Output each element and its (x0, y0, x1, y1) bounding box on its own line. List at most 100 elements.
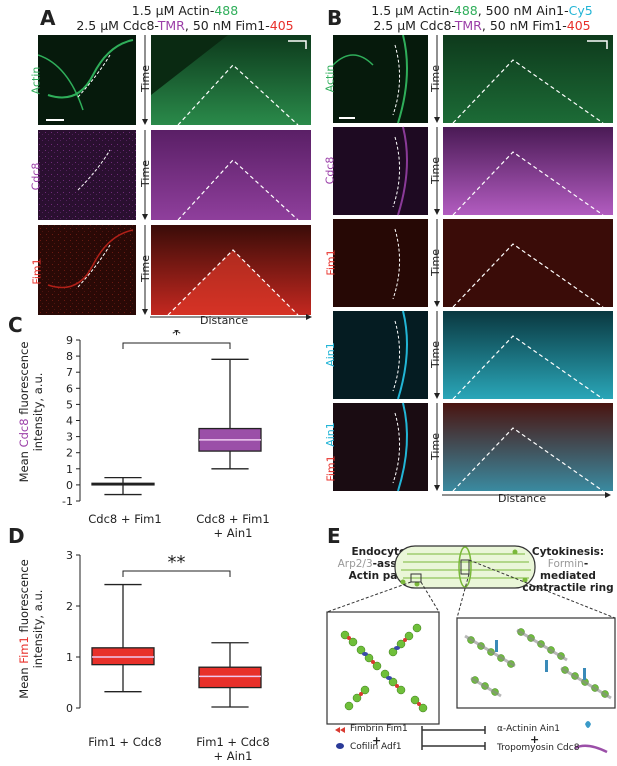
cond-tmr: TMR (454, 18, 482, 33)
cond-text: 2.5 µM Cdc8- (76, 18, 158, 33)
channel-actin-a: Actin (29, 66, 43, 95)
distance-arrow-b (442, 492, 611, 498)
y-tick-label: 5 (66, 398, 73, 411)
chart-d-cat-0: Fim1 + Cdc8 (70, 735, 180, 749)
distance-label-a: Distance (200, 314, 249, 327)
cdc8-image (38, 130, 136, 220)
channel-ain1-b: Ain1 (323, 342, 337, 367)
cyto-mediated: -mediated (540, 558, 596, 582)
y-tick-label: 3 (66, 431, 73, 444)
y-tick-label: 1 (66, 651, 73, 664)
legend-tropomyosin: Tropomyosin Cdc8 (497, 743, 580, 753)
cyto-ring: contractile ring (522, 582, 614, 594)
cond-488: 488 (214, 3, 239, 18)
box (198, 666, 262, 689)
actin-image (38, 35, 136, 125)
panel-a-conditions: 1.5 µM Actin-488 2.5 µM Cdc8-TMR, 50 nM … (60, 3, 310, 33)
chart-d: 0 1 2 3 ** (66, 549, 262, 715)
actinin-icon (585, 721, 591, 728)
y-tick-label: 2 (66, 447, 73, 460)
legend-plus-2: + (530, 733, 540, 746)
significance-label: * (172, 330, 181, 345)
panel-b-images (333, 35, 613, 492)
time-arrows-b (434, 35, 440, 491)
panel-a-label: A (40, 6, 56, 30)
cdc8-kymograph (151, 130, 311, 220)
legend-actinin: α-Actinin Ain1 (497, 724, 561, 734)
cond-cy5: Cy5 (568, 3, 593, 18)
ylabel-pre: Mean (17, 447, 31, 483)
y-tick-label: 7 (66, 366, 73, 379)
panel-b-label: B (327, 6, 343, 30)
tropomyosin-icon (574, 744, 608, 754)
panel-d-label: D (8, 524, 25, 548)
chart-c: -1 0 1 2 3 4 5 6 7 8 9 * (62, 330, 262, 508)
cyto-title: Cytokinesis: (531, 546, 605, 558)
channel-actin-b: Actin (323, 64, 337, 93)
cat-line: Cdc8 + Fim1 (196, 512, 270, 526)
y-tick-label: 9 (66, 334, 73, 347)
cond-text: 1.5 µM Actin- (371, 3, 454, 18)
y-tick-label: 0 (66, 479, 73, 492)
panel-c-label: C (8, 313, 23, 337)
panel-b-conditions: 1.5 µM Actin-488, 500 nM Ain1-Cy5 2.5 µM… (348, 3, 616, 33)
legend-plus-1: + (372, 734, 382, 747)
ring-inset (456, 617, 616, 709)
cell-schematic (326, 545, 616, 754)
cond-tmr: TMR (157, 18, 185, 33)
y-tick-label: 3 (66, 549, 73, 562)
cond-text: 2.5 µM Cdc8- (373, 18, 455, 33)
y-tick-label: -1 (62, 495, 73, 508)
ylabel-key: Fim1 (17, 636, 31, 664)
channel-ain1-merge: Ain1 (323, 422, 337, 447)
panel-e-label: E (327, 524, 341, 548)
chart-d-cat-1: Fim1 + Cdc8 + Ain1 (178, 735, 288, 763)
channel-cdc8-b: Cdc8 (323, 156, 337, 185)
box (91, 647, 155, 666)
chart-c-cat-0: Cdc8 + Fim1 (70, 512, 180, 526)
legend-fimbrin: Fimbrin Fim1 (350, 724, 408, 734)
time-arrows-a (142, 35, 148, 315)
distance-arrow-a (150, 314, 312, 320)
cat-line: Cdc8 + Fim1 (88, 512, 162, 526)
panel-a-images (38, 35, 311, 316)
y-tick-label: 1 (66, 463, 73, 476)
ylabel-key: Cdc8 (17, 418, 31, 448)
chart-c-cat-1: Cdc8 + Fim1 + Ain1 (178, 512, 288, 540)
y-tick-label: 6 (66, 382, 73, 395)
y-tick-label: 4 (66, 415, 73, 428)
endo-arp: Arp2/3 (337, 558, 373, 570)
cat-line: + Ain1 (213, 526, 253, 540)
cat-line: + Ain1 (213, 749, 253, 763)
y-tick-label: 2 (66, 600, 73, 613)
cond-text: 1.5 µM Actin- (131, 3, 215, 18)
cond-text: , 50 nM Fim1- (184, 18, 270, 33)
cyto-formin: Formin (547, 558, 584, 570)
cond-488: 488 (453, 3, 478, 18)
fimbrin-icon (335, 727, 345, 733)
cofilin-icon (336, 743, 344, 749)
significance-bracket (122, 570, 231, 577)
ylabel-pre: Mean (17, 663, 31, 699)
channel-fim1-b: Fim1 (324, 249, 338, 276)
ylabel-post: fluorescence (17, 341, 31, 419)
distance-label-b: Distance (498, 492, 547, 505)
y-tick-label: 0 (66, 702, 73, 715)
cond-405: 405 (269, 18, 294, 33)
ylabel-post: fluorescence (17, 559, 31, 637)
cond-405: 405 (566, 18, 591, 33)
cond-text: , 500 nM Ain1- (477, 3, 569, 18)
significance-label: ** (168, 552, 186, 573)
channel-cdc8-a: Cdc8 (29, 162, 43, 191)
y-tick-label: 8 (66, 350, 73, 363)
inhibition-lines (421, 726, 485, 750)
cytokinesis-label: Cytokinesis: Formin-mediated contractile… (520, 546, 616, 594)
cat-line: Fim1 + Cdc8 (88, 735, 162, 749)
cond-text: , 50 nM Fim1- (481, 18, 567, 33)
channel-fim1-a: Fim1 (30, 258, 44, 285)
legend-cofilin: Cofilin Adf1 (350, 742, 402, 752)
cat-line: Fim1 + Cdc8 (196, 735, 270, 749)
channel-fim1-merge: Fim1 (324, 455, 338, 482)
significance-bracket (122, 342, 231, 349)
fim1-image (38, 225, 136, 315)
